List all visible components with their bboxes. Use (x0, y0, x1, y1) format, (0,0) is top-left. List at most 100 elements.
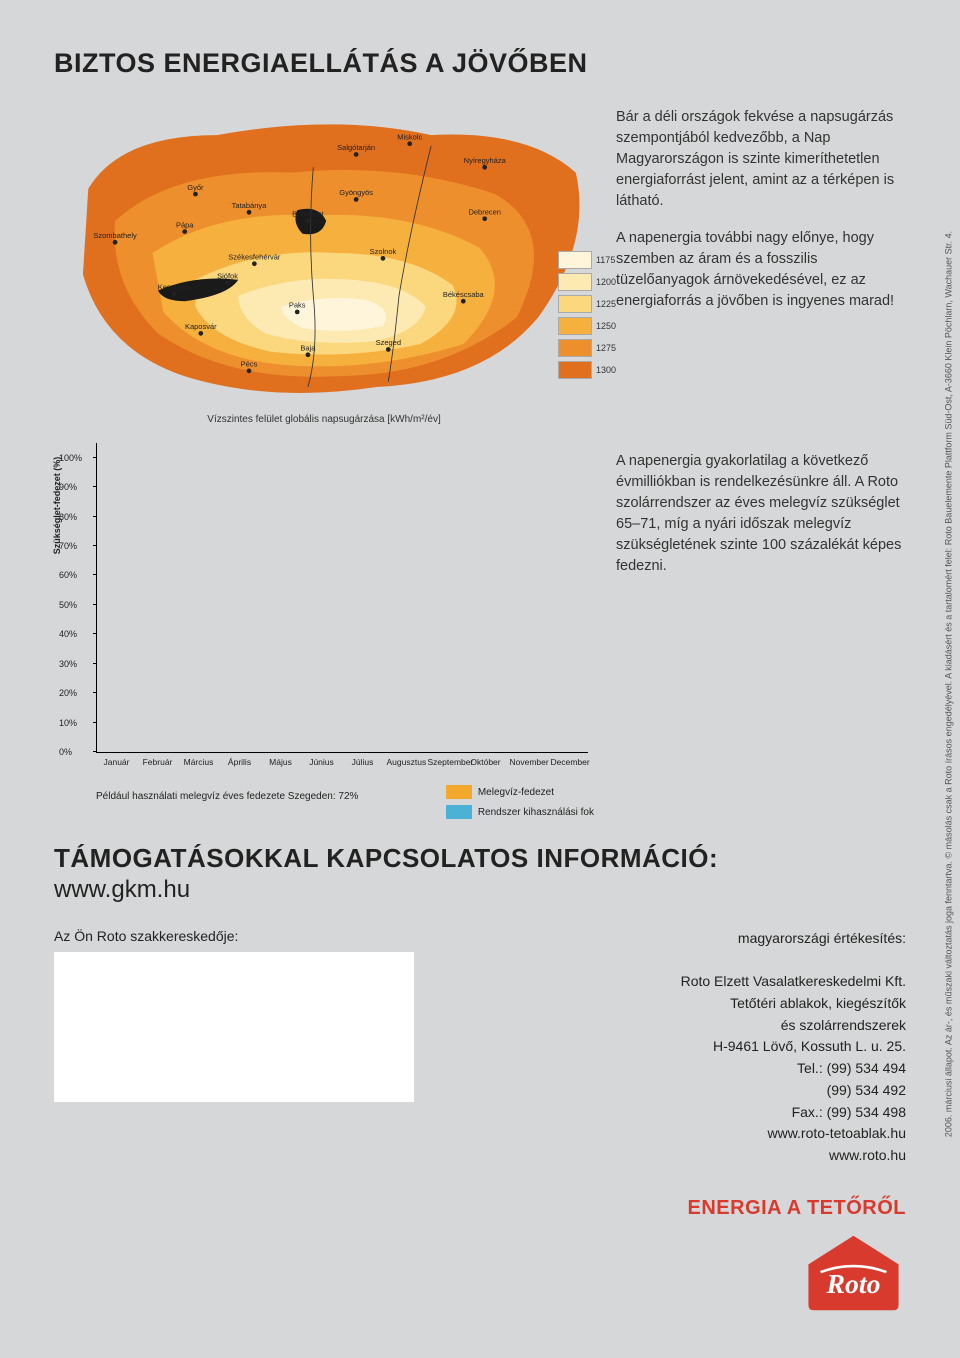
paragraph-1: Bár a déli országok fekvése a napsugárzá… (616, 107, 906, 212)
svg-text:Pécs: Pécs (241, 360, 258, 369)
slogan: ENERGIA A TETŐRŐL (506, 1193, 906, 1224)
contact-web1: www.roto-tetoablak.hu (506, 1123, 906, 1145)
legend-swatch-a (446, 785, 472, 799)
x-label: November (510, 757, 544, 767)
x-axis-labels: Január Február Március Április Május Június Jú… (96, 757, 588, 767)
map-legend-item: 1175 (558, 251, 616, 269)
hungary-map: Miskolc Salgótarján Nyíregyháza Győr Gyöngyö… (54, 103, 594, 403)
svg-text:Szolnok: Szolnok (370, 247, 397, 256)
map-legend-swatch (558, 295, 592, 313)
map-legend-swatch (558, 361, 592, 379)
map-legend-value: 1250 (596, 321, 616, 331)
bottom-row: Az Ön Roto szakkereskedője: magyarország… (54, 928, 906, 1224)
map-legend-value: 1300 (596, 365, 616, 375)
y-tick: 10% (59, 718, 77, 728)
legend-row-a: Melegvíz-fedezet (446, 785, 594, 799)
chart-legend: Például használati melegvíz éves fedezet… (96, 785, 594, 819)
paragraph-3: A napenergia gyakorlatilag a következő é… (616, 451, 906, 577)
contact-heading: magyarországi értékesítés: (506, 928, 906, 950)
mid-row: Szükséglet-fedezet (%) 0% 10% 20% 30% 40% 50%… (54, 443, 906, 819)
x-label: Június (305, 757, 339, 767)
svg-text:Salgótarján: Salgótarján (337, 143, 375, 152)
y-axis-label: Szükséglet-fedezet (%) (52, 456, 62, 554)
intro-text: Bár a déli országok fekvése a napsugárzá… (616, 103, 906, 425)
map-legend-swatch (558, 273, 592, 291)
svg-text:Székesfehérvár: Székesfehérvár (228, 252, 281, 261)
y-tick: 90% (59, 482, 77, 492)
y-tick: 40% (59, 629, 77, 639)
map-legend-swatch (558, 317, 592, 335)
y-tick: 60% (59, 570, 77, 580)
contact-web2: www.roto.hu (506, 1145, 906, 1167)
section-title: TÁMOGATÁSOKKAL KAPCSOLATOS INFORMÁCIÓ: (54, 843, 906, 874)
svg-text:Békéscsaba: Békéscsaba (443, 290, 485, 299)
x-label: Február (141, 757, 175, 767)
x-label: Április (223, 757, 257, 767)
legend-swatch-b (446, 805, 472, 819)
x-label: Január (100, 757, 134, 767)
map-legend-item: 1200 (558, 273, 616, 291)
section-url: www.gkm.hu (54, 876, 906, 904)
mid-text: A napenergia gyakorlatilag a következő é… (616, 443, 906, 819)
svg-text:Debrecen: Debrecen (468, 207, 501, 216)
legend-row-b: Rendszer kihasználási fok (446, 805, 594, 819)
map-legend-value: 1200 (596, 277, 616, 287)
map-legend-item: 1225 (558, 295, 616, 313)
map-legend-item: 1300 (558, 361, 616, 379)
contact-tel1: Tel.: (99) 534 494 (506, 1058, 906, 1080)
x-label: Július (346, 757, 380, 767)
x-label: Október (469, 757, 503, 767)
legend-label-b: Rendszer kihasználási fok (478, 807, 594, 818)
svg-text:Gyöngyös: Gyöngyös (339, 188, 373, 197)
chart-note: Például használati melegvíz éves fedezet… (96, 785, 446, 802)
dealer-box (54, 952, 414, 1102)
y-tick: 20% (59, 688, 77, 698)
y-tick: 30% (59, 659, 77, 669)
contact-fax: Fax.: (99) 534 498 (506, 1102, 906, 1124)
svg-text:Tatabánya: Tatabánya (232, 201, 267, 210)
contact-line2: és szolárrendszerek (506, 1015, 906, 1037)
map-legend-swatch (558, 251, 592, 269)
svg-text:Pápa: Pápa (176, 220, 194, 229)
svg-text:Miskolc: Miskolc (397, 132, 422, 141)
svg-text:Szeged: Szeged (376, 338, 401, 347)
x-label: Szeptember (428, 757, 462, 767)
map-legend-item: 1250 (558, 317, 616, 335)
side-credit: 2006. márciusi állapot. Az ár-, és műsza… (943, 231, 953, 1137)
svg-text:Szombathely: Szombathely (93, 231, 137, 240)
map-legend-value: 1225 (596, 299, 616, 309)
svg-text:Nyíregyháza: Nyíregyháza (464, 156, 507, 165)
svg-text:Paks: Paks (289, 301, 306, 310)
legend-label-a: Melegvíz-fedezet (478, 787, 554, 798)
map-legend-item: 1275 (558, 339, 616, 357)
contact-tel2: (99) 534 492 (506, 1080, 906, 1102)
svg-text:Győr: Győr (187, 183, 204, 192)
svg-text:Roto: Roto (826, 1268, 881, 1299)
y-tick: 100% (59, 453, 82, 463)
page-title: BIZTOS ENERGIAELLÁTÁS A JÖVŐBEN (54, 48, 906, 79)
dealer-label: Az Ön Roto szakkereskedője: (54, 928, 474, 944)
contact-company: Roto Elzett Vasalatkereskedelmi Kft. (506, 971, 906, 993)
y-tick: 80% (59, 512, 77, 522)
paragraph-2: A napenergia további nagy előnye, hogy s… (616, 228, 906, 312)
map-legend-value: 1175 (596, 255, 615, 265)
x-label: Május (264, 757, 298, 767)
svg-text:Kaposvár: Kaposvár (185, 322, 217, 331)
x-label: Március (182, 757, 216, 767)
map-legend: 1175 1200 1225 1250 1275 1300 (558, 251, 616, 379)
x-label: Augusztus (387, 757, 421, 767)
top-row: Miskolc Salgótarján Nyíregyháza Győr Gyöngyö… (54, 103, 906, 425)
bar-chart: Szükséglet-fedezet (%) 0%10%20%30%40%50%… (96, 443, 588, 753)
x-label: December (551, 757, 585, 767)
roto-logo: Roto (801, 1234, 906, 1312)
contact-column: magyarországi értékesítés: Roto Elzett V… (506, 928, 906, 1224)
svg-text:Siófok: Siófok (217, 272, 238, 281)
y-tick: 0% (59, 747, 72, 757)
map-legend-swatch (558, 339, 592, 357)
y-tick: 70% (59, 541, 77, 551)
chart-container: Szükséglet-fedezet (%) 0% 10% 20% 30% 40% 50%… (54, 443, 594, 819)
svg-text:Baja: Baja (300, 344, 316, 353)
dealer-column: Az Ön Roto szakkereskedője: (54, 928, 474, 1224)
y-tick: 50% (59, 600, 77, 610)
svg-text:Budapest: Budapest (292, 210, 325, 219)
